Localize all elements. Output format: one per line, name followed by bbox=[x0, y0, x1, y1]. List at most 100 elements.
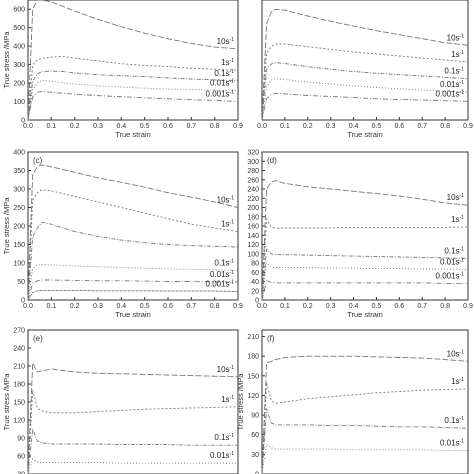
y-tick-label: 400 bbox=[13, 150, 25, 157]
x-tick-label: 0.6 bbox=[394, 123, 404, 130]
x-tick-label: 0.8 bbox=[440, 123, 450, 130]
y-tick-label: 260 bbox=[247, 177, 259, 184]
x-tick-label: 0.3 bbox=[93, 123, 103, 130]
x-tick-label: 0.1 bbox=[280, 123, 290, 130]
y-tick-label: 240 bbox=[13, 346, 25, 353]
plot-frame bbox=[261, 0, 469, 121]
x-tick-label: 0.7 bbox=[186, 123, 196, 130]
series-label: 0.01s-1 bbox=[440, 438, 464, 447]
x-axis-label: True strain bbox=[115, 130, 151, 139]
y-tick-label: 150 bbox=[247, 373, 259, 380]
chart-panel-4: 0.0 0.1 0.2 0.3 0.4 0.5 0.6 0.7 0.8 0.9 0 20 40 60 80 1… bbox=[247, 150, 473, 320]
y-tick-label: 30 bbox=[17, 472, 25, 474]
series-label: 1s-1 bbox=[221, 395, 234, 404]
series-line bbox=[27, 221, 239, 301]
series-label: 0.001s-1 bbox=[436, 271, 465, 280]
x-tick-label: 0.2 bbox=[303, 123, 313, 130]
series-line bbox=[261, 217, 469, 301]
x-tick-label: 0.5 bbox=[372, 123, 382, 130]
series-label: 0.01s-1 bbox=[210, 78, 234, 87]
series-line bbox=[27, 361, 239, 474]
chart-panel-6: 0 30 60 90 120 150 180 210 True stress /MPa (f) 10… bbox=[236, 329, 469, 474]
y-tick-label: 320 bbox=[247, 150, 259, 157]
series-label: 10s-1 bbox=[217, 196, 235, 205]
y-tick-label: 200 bbox=[247, 205, 259, 212]
series-line bbox=[27, 0, 239, 121]
x-tick-label: 0.5 bbox=[372, 303, 382, 310]
series-label: 10s-1 bbox=[217, 37, 235, 46]
x-tick-label: 0.6 bbox=[394, 303, 404, 310]
series-label: 0.01s-1 bbox=[440, 257, 464, 266]
y-tick-label: 120 bbox=[247, 242, 259, 249]
y-tick-label: 210 bbox=[13, 364, 25, 371]
x-tick-label: 0.0 bbox=[257, 123, 267, 130]
x-tick-label: 0.3 bbox=[326, 123, 336, 130]
panel-tag: (e) bbox=[33, 334, 43, 343]
series-label: 1s-1 bbox=[221, 58, 234, 67]
x-tick-label: 0.9 bbox=[463, 123, 473, 130]
y-tick-label: 150 bbox=[13, 400, 25, 407]
x-tick-label: 0.7 bbox=[417, 123, 427, 130]
y-tick-label: 180 bbox=[247, 354, 259, 361]
x-tick-label: 0.1 bbox=[46, 303, 56, 310]
y-tick-label: 270 bbox=[13, 328, 25, 335]
x-tick-label: 0.4 bbox=[116, 123, 126, 130]
series-line bbox=[261, 262, 469, 301]
x-tick-label: 0.7 bbox=[417, 303, 427, 310]
series-line bbox=[261, 443, 468, 474]
series-label: 0.1s-1 bbox=[214, 258, 234, 267]
plot-frame bbox=[27, 0, 239, 121]
series-line bbox=[261, 62, 469, 121]
series-label: 10s-1 bbox=[447, 349, 465, 358]
series-label: 1s-1 bbox=[451, 50, 464, 59]
plot-frame bbox=[27, 329, 239, 474]
x-tick-label: 0.0 bbox=[23, 303, 33, 310]
chart-panel-2: 0.0 0.1 0.2 0.3 0.4 0.5 0.6 0.7 0.8 0.9 True strai… bbox=[257, 0, 473, 139]
x-tick-label: 0.9 bbox=[463, 303, 473, 310]
x-tick-label: 0.9 bbox=[233, 123, 243, 130]
y-tick-label: 40 bbox=[251, 279, 259, 286]
y-tick-label: 60 bbox=[251, 270, 259, 277]
x-tick-label: 0.8 bbox=[440, 303, 450, 310]
series-line bbox=[261, 78, 469, 121]
chart-panel-1: 0.0 0.1 0.2 0.3 0.4 0.5 0.6 0.7 0.8 0.9 0 100 200 300… bbox=[2, 0, 243, 139]
y-tick-label: 240 bbox=[247, 187, 259, 194]
series-line bbox=[27, 55, 239, 121]
x-tick-label: 0.1 bbox=[280, 303, 290, 310]
series-label: 10s-1 bbox=[447, 33, 465, 42]
series-label: 10s-1 bbox=[447, 193, 465, 202]
series-label: 0.01s-1 bbox=[210, 270, 234, 279]
series-label: 1s-1 bbox=[221, 220, 234, 229]
y-tick-label: 100 bbox=[13, 261, 25, 268]
series-label: 0.1s-1 bbox=[444, 67, 464, 76]
x-tick-label: 0.5 bbox=[140, 303, 150, 310]
x-tick-label: 0.5 bbox=[140, 123, 150, 130]
series-label: 1s-1 bbox=[451, 377, 464, 386]
chart-panel-3: 0.0 0.1 0.2 0.3 0.4 0.5 0.6 0.7 0.8 0.9 0 50 100 150 2… bbox=[2, 150, 243, 320]
chart-panel-5: 30 60 90 120 150 180 210 240 270 True stress /MPa… bbox=[2, 328, 239, 474]
series-line bbox=[261, 43, 469, 121]
y-tick-label: 50 bbox=[17, 279, 25, 286]
y-tick-label: 150 bbox=[13, 242, 25, 249]
plot-frame bbox=[261, 329, 469, 474]
series-label: 0.1s-1 bbox=[214, 69, 234, 78]
y-tick-label: 280 bbox=[247, 168, 259, 175]
series-label: 0.001s-1 bbox=[206, 279, 235, 288]
series-line bbox=[261, 382, 469, 474]
x-tick-label: 0.8 bbox=[210, 123, 220, 130]
y-tick-label: 90 bbox=[251, 413, 259, 420]
panel-tag: (c) bbox=[33, 156, 43, 165]
series-line bbox=[27, 164, 239, 301]
x-tick-label: 0.3 bbox=[326, 303, 336, 310]
x-tick-label: 0.7 bbox=[186, 303, 196, 310]
y-tick-label: 20 bbox=[251, 288, 259, 295]
y-tick-label: 0 bbox=[255, 472, 259, 474]
x-tick-label: 0.1 bbox=[46, 123, 56, 130]
series-line bbox=[27, 458, 238, 474]
y-tick-label: 210 bbox=[247, 334, 259, 341]
y-tick-label: 90 bbox=[17, 436, 25, 443]
y-tick-label: 0 bbox=[255, 298, 259, 305]
series-line bbox=[27, 70, 239, 121]
series-line bbox=[27, 389, 239, 474]
y-tick-label: 30 bbox=[251, 452, 259, 459]
